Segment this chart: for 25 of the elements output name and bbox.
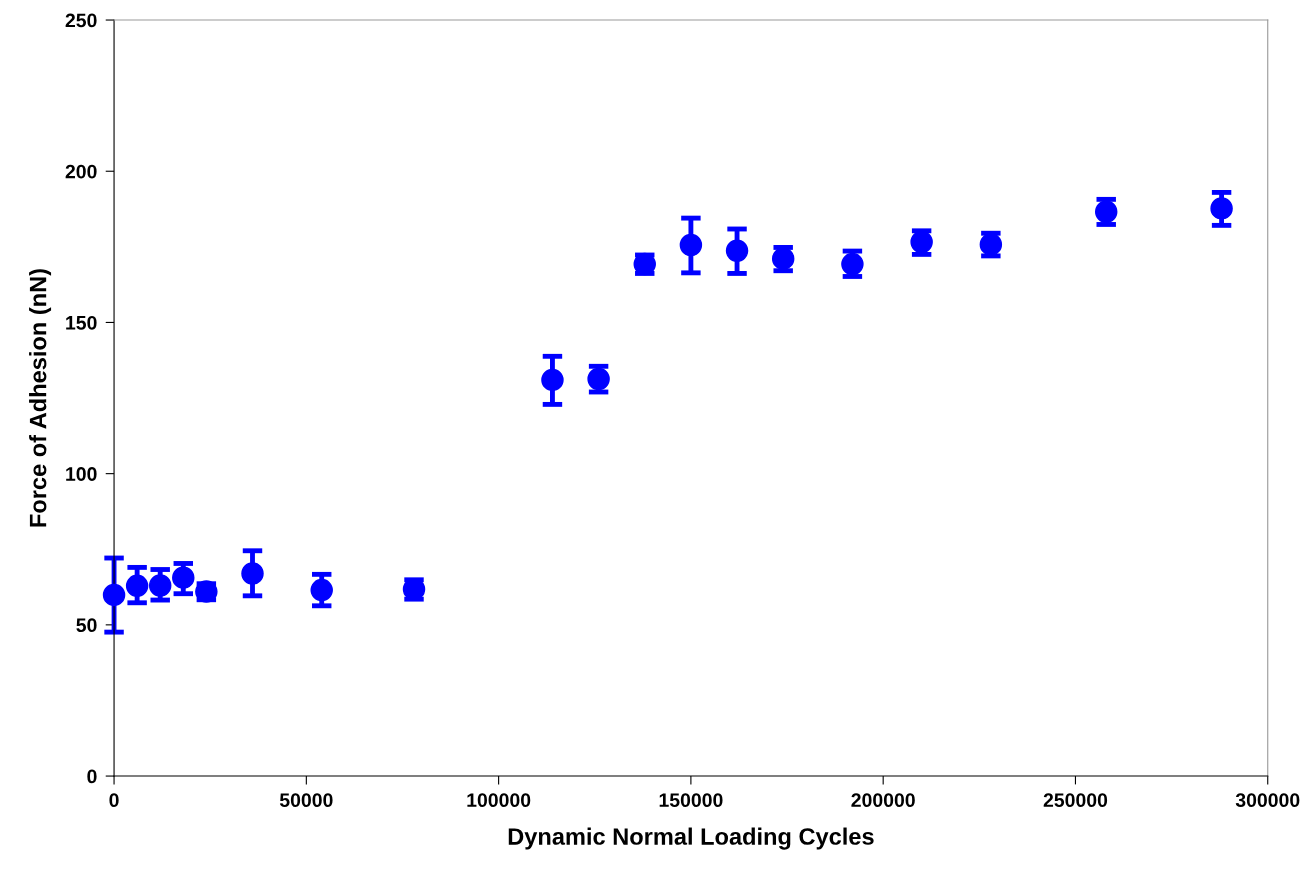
x-tick-label: 300000: [1235, 793, 1300, 808]
point: [148, 574, 172, 597]
y-axis-title: Force of Adhesion (nN): [29, 269, 52, 527]
point: [725, 239, 749, 262]
y-tick-label: 200: [65, 164, 97, 179]
point: [125, 574, 149, 598]
point: [241, 562, 264, 585]
point: [1210, 197, 1233, 220]
x-tick-label: 100000: [467, 793, 531, 808]
x-axis-title: Dynamic Normal Loading Cycles: [508, 827, 874, 850]
point: [102, 583, 126, 607]
x-tick-label: 150000: [659, 793, 723, 808]
y-tick-label: 0: [87, 769, 97, 784]
x-tick-label: 200000: [851, 793, 915, 808]
point: [310, 578, 333, 602]
y-tick-label: 50: [76, 618, 97, 633]
point: [541, 368, 564, 392]
point: [679, 233, 703, 257]
y-tick-label: 250: [65, 13, 97, 28]
point: [172, 566, 195, 589]
x-tick-label: 250000: [1043, 793, 1108, 808]
x-tick-label: 50000: [279, 793, 333, 808]
x-tick-label: 0: [109, 793, 119, 808]
y-tick-label: 150: [66, 315, 97, 330]
y-tick-label: 100: [66, 467, 97, 481]
